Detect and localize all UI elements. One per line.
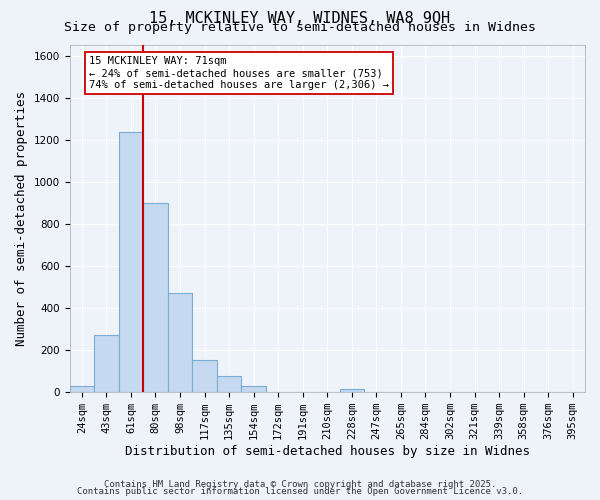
Text: 15, MCKINLEY WAY, WIDNES, WA8 9QH: 15, MCKINLEY WAY, WIDNES, WA8 9QH: [149, 11, 451, 26]
Bar: [168, 293, 192, 392]
Bar: [119, 132, 143, 392]
Bar: [192, 360, 217, 392]
Bar: [217, 376, 241, 392]
Bar: [94, 335, 119, 392]
Bar: [143, 202, 168, 392]
Y-axis label: Number of semi-detached properties: Number of semi-detached properties: [15, 91, 28, 346]
Bar: [340, 388, 364, 392]
Text: Size of property relative to semi-detached houses in Widnes: Size of property relative to semi-detach…: [64, 22, 536, 35]
Text: Contains HM Land Registry data © Crown copyright and database right 2025.: Contains HM Land Registry data © Crown c…: [104, 480, 496, 489]
Text: Contains public sector information licensed under the Open Government Licence v3: Contains public sector information licen…: [77, 487, 523, 496]
X-axis label: Distribution of semi-detached houses by size in Widnes: Distribution of semi-detached houses by …: [125, 444, 530, 458]
Bar: [241, 386, 266, 392]
Text: 15 MCKINLEY WAY: 71sqm
← 24% of semi-detached houses are smaller (753)
74% of se: 15 MCKINLEY WAY: 71sqm ← 24% of semi-det…: [89, 56, 389, 90]
Bar: [70, 386, 94, 392]
